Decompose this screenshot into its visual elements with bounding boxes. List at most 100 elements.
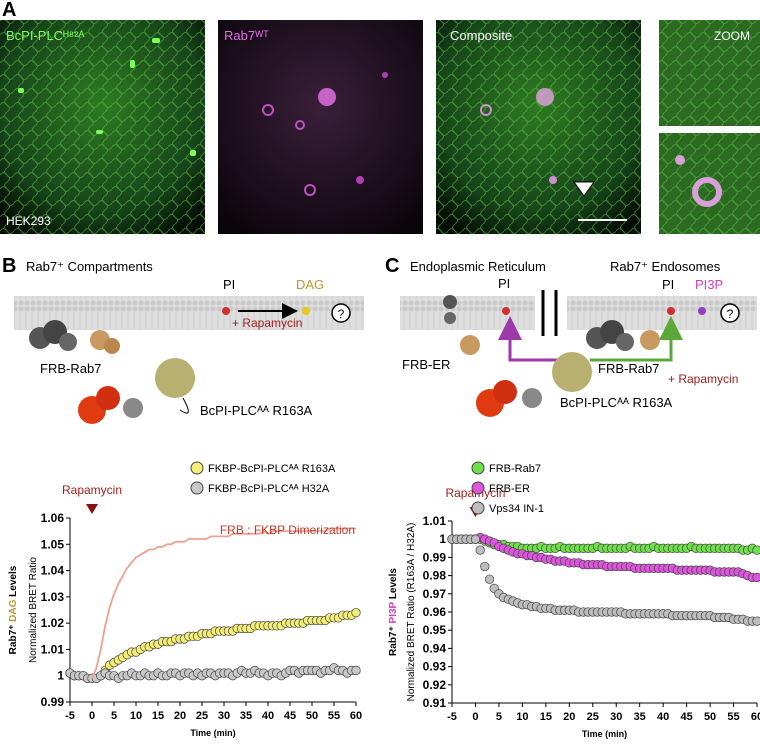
y-tick-label: 1.06 (41, 511, 65, 525)
protein (476, 352, 592, 417)
data-point (484, 574, 495, 584)
micrograph (218, 20, 423, 234)
legend-swatch (190, 481, 204, 495)
data-point (470, 534, 481, 544)
lipid-label: DAG (296, 277, 324, 292)
y-tick-label: 1 (439, 532, 446, 546)
lipid-label: PI3P (695, 277, 723, 292)
y-axis-label-part: Levels (388, 568, 399, 602)
x-tick-label: 25 (587, 711, 599, 723)
panel-title: Endoplasmic Reticulum (410, 259, 546, 274)
legend-label: FRB-Rab7 (489, 463, 541, 475)
x-tick-label: 25 (196, 710, 208, 722)
x-tick-label: 45 (680, 711, 692, 723)
lipid-label: PI (498, 276, 510, 291)
lipid-label: PI (223, 277, 235, 292)
y-tick-label: 0.95 (423, 623, 447, 637)
image-label: Rab7ᵂᵀ (224, 28, 269, 43)
y-tick-label: 0.97 (423, 587, 447, 601)
annotation: Rapamycin (62, 483, 122, 497)
x-tick-label: 20 (174, 710, 186, 722)
x-tick-label: 60 (350, 710, 362, 722)
anchor-label: FRB-ER (402, 357, 450, 372)
arrow (498, 316, 560, 362)
y-tick-label: 0.92 (423, 678, 447, 692)
data-point (752, 616, 760, 626)
x-tick-label: 30 (218, 710, 230, 722)
annotation-marker (86, 504, 98, 514)
y-axis-label-2: Normalized BRET Ratio (R163A / H32A) (406, 523, 417, 702)
x-tick-label: -5 (65, 710, 75, 722)
x-tick-label: 40 (262, 710, 274, 722)
x-tick-label: 60 (751, 711, 760, 723)
x-axis-label: Time (min) (190, 728, 235, 738)
legend-label: FRB-ER (489, 483, 530, 495)
panel-letter: B (2, 255, 16, 277)
legend-label: Vps34 IN-1 (489, 503, 544, 515)
rapamycin-label: + Rapamycin (232, 316, 302, 330)
x-tick-label: 30 (610, 711, 622, 723)
y-tick-label: 0.96 (423, 605, 447, 619)
data-point (475, 545, 485, 555)
y-tick-label: 0.94 (423, 641, 447, 655)
lipid (302, 307, 310, 315)
anchor-label: FRB-Rab7 (40, 361, 101, 376)
x-tick-label: 5 (496, 711, 502, 723)
legend-label: FKBP-BcPI-PLCᴬᴬ R163A (208, 463, 336, 475)
x-tick-label: 0 (89, 710, 95, 722)
y-tick-label: 1 (57, 669, 64, 683)
lipid (667, 307, 675, 315)
y-tick-label: 1.04 (41, 564, 65, 578)
y-tick-label: 0.99 (41, 695, 65, 709)
panel-title: Rab7⁺ Compartments (26, 259, 153, 274)
image-label: Composite (450, 28, 512, 43)
y-axis-label-part: Levels (8, 565, 19, 599)
y-tick-label: 1.01 (41, 642, 65, 656)
data-point (752, 572, 760, 583)
y-axis-label-part: Rab7⁺ (8, 622, 19, 655)
unknown-icon (331, 303, 351, 323)
unknown-label: ? (727, 307, 734, 321)
unknown-icon (720, 303, 740, 323)
series-label: FRB : FKBP Dimerization (220, 523, 355, 537)
protein (586, 320, 660, 351)
legend-swatch (190, 461, 204, 475)
x-tick-label: 20 (563, 711, 575, 723)
y-tick-label: 1.05 (41, 537, 65, 551)
legend-swatch (471, 481, 485, 495)
y-axis-label: Rab7⁺ PI3P Levels (388, 568, 399, 656)
y-tick-label: 0.98 (423, 569, 447, 583)
y-axis-label: Rab7⁺ DAG Levels (8, 565, 19, 654)
y-tick-label: 0.93 (423, 660, 447, 674)
data-point (351, 665, 361, 676)
x-tick-label: 50 (704, 711, 716, 723)
series-line (91, 527, 356, 679)
x-tick-label: 55 (727, 711, 739, 723)
rapamycin-label: + Rapamycin (668, 372, 738, 386)
enzyme-label: BcPI-PLCᴬᴬ R163A (560, 395, 673, 410)
cell-line: HEK293 (6, 214, 51, 228)
anchor-label: FRB-Rab7 (598, 361, 659, 376)
legend-swatch (471, 501, 485, 515)
y-axis-label-part: Rab7⁺ (388, 623, 399, 656)
y-tick-label: 0.91 (423, 696, 447, 710)
y-tick-label: 1.02 (41, 616, 65, 630)
legend-swatch (471, 461, 485, 475)
y-axis-label-2: Normalized BRET Ratio (28, 557, 39, 663)
x-tick-label: 15 (152, 710, 164, 722)
y-axis-label-part: DAG (8, 599, 19, 621)
x-tick-label: 5 (111, 710, 117, 722)
image-label: ZOOM (714, 29, 750, 43)
y-tick-label: 1.01 (423, 514, 447, 528)
data-point (480, 561, 490, 572)
x-tick-label: 50 (306, 710, 318, 722)
y-tick-label: 1.03 (41, 590, 65, 604)
panel-letter: A (2, 0, 16, 21)
protein (78, 358, 195, 424)
x-tick-label: 15 (540, 711, 552, 723)
micrograph (659, 20, 760, 234)
x-tick-label: 10 (130, 710, 142, 722)
x-tick-label: 35 (634, 711, 646, 723)
